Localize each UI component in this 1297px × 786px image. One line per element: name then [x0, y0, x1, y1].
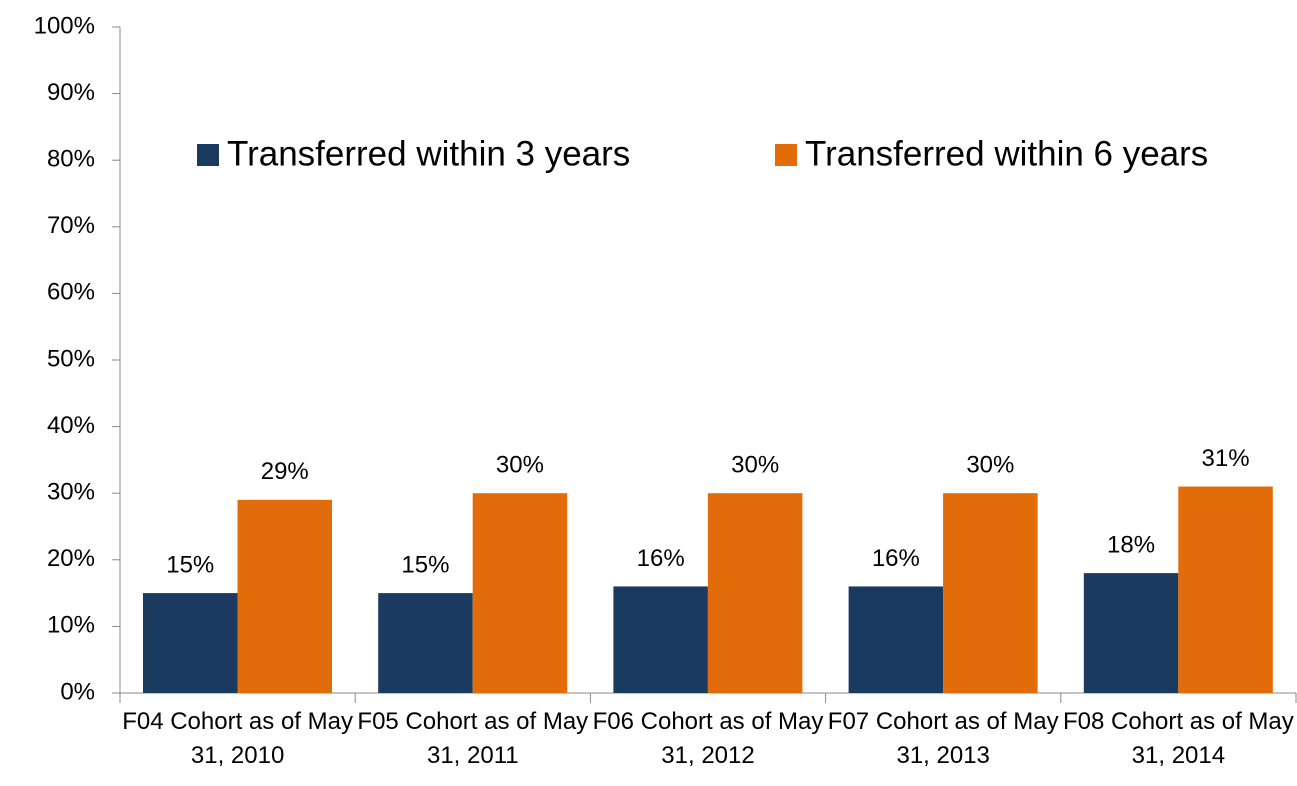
bar	[848, 586, 944, 693]
y-tick-label: 100%	[34, 12, 95, 39]
legend-swatch	[197, 144, 219, 166]
legend-label: Transferred within 3 years	[227, 134, 630, 173]
y-tick-label: 20%	[47, 545, 95, 572]
data-label: 18%	[1107, 531, 1155, 558]
x-tick-label: F07 Cohort as of May 31, 2013	[827, 708, 1059, 769]
legend-label: Transferred within 6 years	[805, 134, 1208, 173]
y-tick-label: 40%	[47, 412, 95, 439]
bar	[943, 493, 1038, 693]
y-tick-label: 0%	[60, 678, 95, 705]
bar	[472, 493, 568, 693]
y-tick-label: 90%	[47, 79, 95, 106]
data-label: 29%	[261, 458, 309, 485]
data-label: 30%	[496, 452, 544, 479]
y-tick-label: 30%	[47, 479, 95, 506]
y-tick-label: 50%	[47, 345, 95, 372]
data-label: 30%	[966, 452, 1014, 479]
legend-swatch	[775, 144, 797, 166]
x-tick-label: F05 Cohort as of May 31, 2011	[357, 708, 589, 769]
y-tick-label: 70%	[47, 212, 95, 239]
bar	[1178, 486, 1273, 693]
data-label: 30%	[731, 452, 779, 479]
bar	[613, 586, 708, 693]
bar	[707, 493, 803, 693]
data-label: 31%	[1202, 445, 1250, 472]
x-tick-label: F04 Cohort as of May 31, 2010	[122, 708, 353, 769]
y-tick-label: 60%	[47, 279, 95, 306]
data-label: 16%	[872, 545, 920, 572]
data-label: 15%	[166, 551, 214, 578]
y-tick-label: 10%	[47, 612, 95, 639]
bar	[378, 593, 473, 693]
bar	[237, 499, 332, 693]
x-tick-label: F08 Cohort as of May 31, 2014	[1063, 708, 1294, 769]
bar	[143, 593, 238, 693]
bar	[1083, 573, 1179, 693]
x-tick-label: F06 Cohort as of May 31, 2012	[592, 708, 824, 769]
y-tick-label: 80%	[47, 146, 95, 173]
data-label: 16%	[637, 545, 685, 572]
data-label: 15%	[401, 551, 449, 578]
